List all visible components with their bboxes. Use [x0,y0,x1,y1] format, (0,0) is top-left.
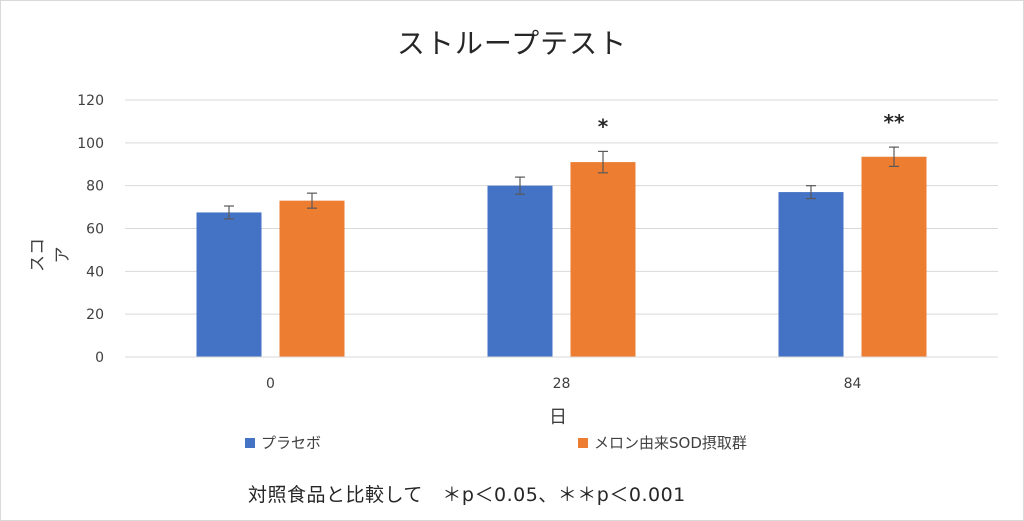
y-tick-label: 100 [77,136,104,152]
legend-label-placebo: プラセボ [261,434,322,452]
x-axis-label: 日 [549,407,567,428]
bar [279,200,345,357]
y-tick-label: 80 [86,179,104,195]
bar [778,192,844,357]
legend-swatch-placebo [245,437,255,448]
x-tick-label: 0 [266,376,275,392]
y-tick-label: 20 [86,307,104,323]
x-tick-label: 84 [844,376,862,392]
legend-label-sod: メロン由来SOD摂取群 [594,434,747,452]
y-tick-label: 120 [77,93,104,109]
significance-footnote: 対照食品と比較して ＊p＜0.05、＊＊p＜0.001 [248,484,686,506]
significance-marker: * [598,114,609,138]
bar [861,156,927,357]
y-tick-label: 60 [86,222,104,238]
legend-item-sod: メロン由来SOD摂取群 [578,432,747,453]
x-tick-label: 28 [553,376,571,392]
y-tick-label: 0 [95,350,104,366]
bar [196,212,262,357]
y-tick-label: 40 [86,264,104,280]
significance-marker: ** [884,110,905,134]
legend-item-placebo: プラセボ [245,432,321,453]
legend-swatch-sod [578,437,588,448]
chart-title: ストループテスト [396,27,628,60]
bar [570,162,636,357]
bar [487,185,553,357]
